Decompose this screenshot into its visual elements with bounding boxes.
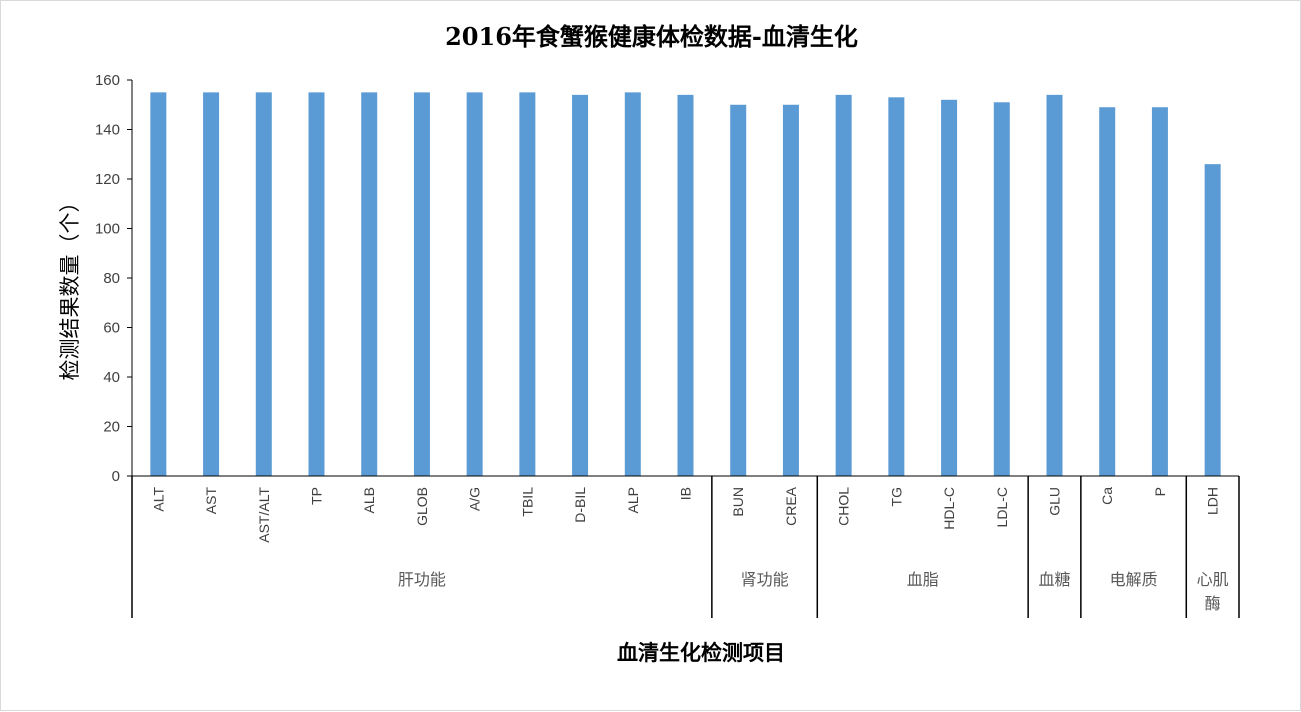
group-label: 血糖: [1038, 571, 1070, 589]
bar: [730, 104, 747, 476]
x-tick-label: LDL-C: [994, 487, 1010, 527]
x-tick-label: AST: [203, 487, 219, 515]
bar: [782, 104, 799, 476]
bar: [255, 92, 272, 476]
x-tick-label: IB: [678, 487, 694, 500]
bar: [941, 99, 958, 477]
bar: [1046, 94, 1063, 476]
x-tick-label: GLU: [1047, 487, 1063, 516]
bar: [572, 94, 589, 476]
y-tick-label: 0: [112, 468, 120, 485]
y-tick-label: 80: [103, 270, 120, 287]
y-tick-label: 140: [95, 122, 120, 139]
bar: [1204, 164, 1221, 476]
group-label: 肝功能: [398, 571, 446, 589]
x-tick-label: AST/ALT: [256, 487, 272, 543]
x-tick-label: HDL-C: [941, 487, 957, 530]
y-tick-label: 20: [103, 419, 120, 436]
x-tick-label: A/G: [467, 487, 483, 511]
bar: [1099, 107, 1116, 476]
x-tick-label: Ca: [1099, 487, 1115, 505]
bar: [677, 94, 694, 476]
x-tick-label: TBIL: [519, 487, 535, 517]
y-tick-label: 120: [95, 171, 120, 188]
bar: [835, 94, 852, 476]
x-axis-title: 血清生化检测项目: [617, 640, 785, 665]
x-tick-label: ALB: [361, 487, 377, 513]
y-tick-label: 40: [103, 369, 120, 386]
bar: [624, 92, 641, 476]
bar: [888, 97, 905, 476]
bar: [466, 92, 483, 476]
bar: [361, 92, 378, 476]
group-label: 电解质: [1110, 571, 1158, 589]
x-tick-label: CREA: [783, 486, 799, 526]
x-tick-label: LDH: [1205, 487, 1221, 515]
x-tick-label: CHOL: [836, 487, 852, 526]
bar: [413, 92, 430, 476]
x-tick-label: TG: [888, 487, 904, 506]
chart-title: 2016年食蟹猴健康体检数据-血清生化: [445, 22, 858, 51]
bar: [519, 92, 536, 476]
y-tick-label: 160: [95, 72, 120, 89]
x-tick-label: P: [1152, 487, 1168, 496]
x-tick-label: BUN: [730, 487, 746, 517]
x-tick-label: ALT: [150, 487, 166, 512]
x-tick-label: TP: [309, 487, 325, 505]
bar: [993, 102, 1010, 477]
x-tick-label: D-BIL: [572, 487, 588, 523]
y-tick-label: 100: [95, 221, 120, 238]
group-label: 血脂: [907, 571, 939, 589]
bar: [308, 92, 325, 476]
x-tick-label: GLOB: [414, 487, 430, 526]
group-label: 肾功能: [741, 571, 789, 589]
group-label: 心肌: [1197, 571, 1229, 589]
group-label: 酶: [1205, 595, 1221, 613]
y-tick-label: 60: [103, 320, 120, 337]
bar: [203, 92, 220, 476]
bar: [1151, 107, 1168, 476]
bar: [150, 92, 167, 476]
x-tick-label: ALP: [625, 487, 641, 513]
